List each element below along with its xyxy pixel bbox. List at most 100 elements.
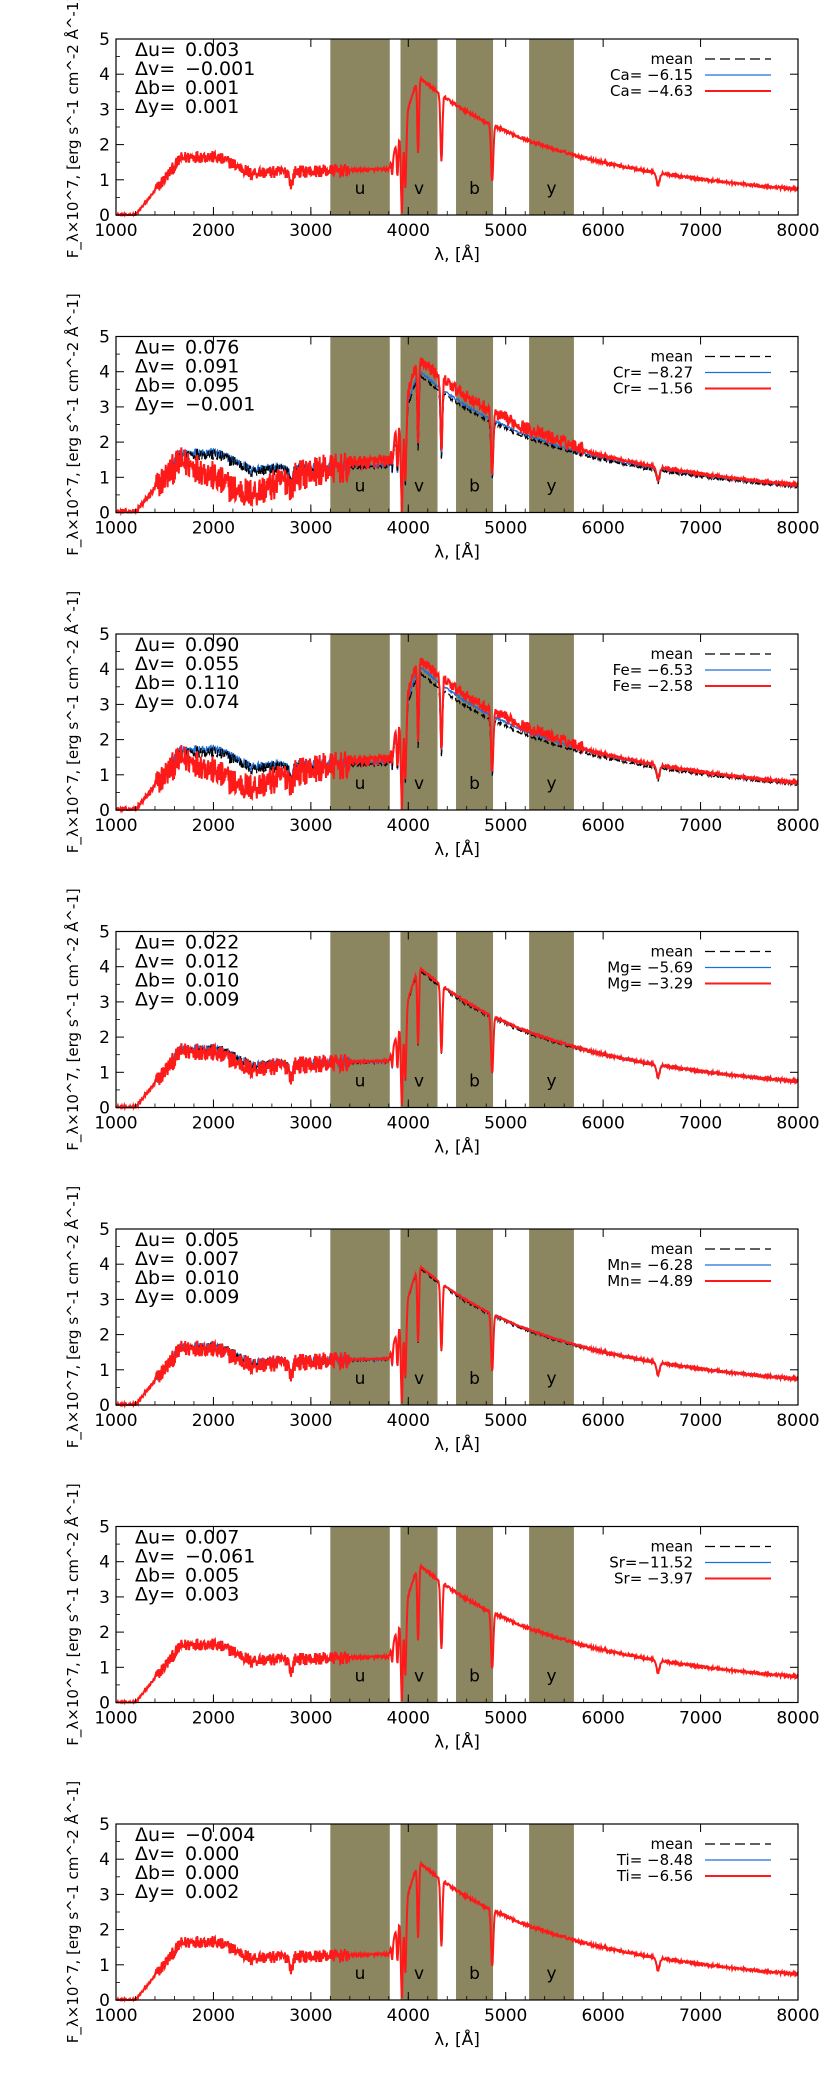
delta-value: 0.090 <box>185 634 239 656</box>
y-tick-label: 5 <box>99 1815 110 1835</box>
delta-label: Δb= <box>135 672 176 694</box>
x-tick-label: 3000 <box>289 221 332 241</box>
x-tick-label: 4000 <box>387 221 430 241</box>
y-tick-label: 4 <box>99 363 110 383</box>
band-b <box>456 1526 494 1703</box>
delta-label: Δb= <box>135 375 176 397</box>
band-label-u: u <box>355 1071 366 1091</box>
x-tick-label: 4000 <box>387 2006 430 2026</box>
y-tick-label: 2 <box>99 1326 110 1346</box>
x-axis-label: λ, [Å] <box>434 1731 480 1753</box>
x-tick-label: 2000 <box>192 1709 235 1729</box>
delta-value: 0.095 <box>185 375 239 397</box>
y-tick-label: 5 <box>99 923 110 943</box>
series-high-line <box>116 1860 799 2003</box>
series-mean-line <box>116 671 799 812</box>
y-tick-label: 1 <box>99 1658 110 1678</box>
band-label-u: u <box>355 179 366 199</box>
y-tick-label: 2 <box>99 136 110 156</box>
x-tick-label: 5000 <box>484 1411 527 1431</box>
legend-label: Fe= −2.58 <box>613 677 693 695</box>
x-tick-label: 8000 <box>776 2006 819 2026</box>
delta-label: Δu= <box>135 39 176 61</box>
x-tick-label: 2000 <box>192 1114 235 1134</box>
x-tick-label: 3000 <box>289 2006 332 2026</box>
y-tick-label: 4 <box>99 958 110 978</box>
delta-value: 0.007 <box>185 1527 239 1549</box>
y-axis-label: F_λ×10^7, [erg s^-1 cm^-2 Å^-1] <box>63 0 83 258</box>
delta-value: 0.009 <box>185 989 239 1011</box>
y-tick-label: 0 <box>99 801 110 821</box>
y-tick-label: 5 <box>99 625 110 645</box>
band-u <box>330 1824 390 2000</box>
band-label-y: y <box>546 1964 556 1984</box>
x-axis-label: λ, [Å] <box>434 2028 480 2050</box>
y-tick-label: 0 <box>99 206 110 226</box>
x-tick-label: 5000 <box>484 1114 527 1134</box>
x-tick-label: 1000 <box>94 1114 137 1134</box>
band-b <box>456 336 494 513</box>
band-label-y: y <box>546 1666 556 1686</box>
y-tick-label: 1 <box>99 171 110 191</box>
band-b <box>456 931 494 1108</box>
band-label-v: v <box>414 774 424 794</box>
x-axis-label: λ, [Å] <box>434 1433 480 1455</box>
band-label-v: v <box>414 476 424 496</box>
delta-label: Δy= <box>135 96 175 118</box>
y-axis-label: F_λ×10^7, [erg s^-1 cm^-2 Å^-1] <box>63 591 83 853</box>
delta-value: −0.001 <box>185 394 255 416</box>
delta-label: Δb= <box>135 1565 176 1587</box>
y-tick-label: 0 <box>99 1694 110 1714</box>
x-tick-label: 6000 <box>582 1709 625 1729</box>
panel-mg: u v b y 1000 2000 3000 4000 5000 6000 7000 8000 0 1 2 3… <box>63 888 820 1157</box>
x-tick-label: 1000 <box>94 816 137 836</box>
x-tick-label: 8000 <box>776 1709 819 1729</box>
delta-label: Δb= <box>135 1267 176 1289</box>
delta-label: Δv= <box>135 356 175 378</box>
x-tick-label: 7000 <box>679 2006 722 2026</box>
x-tick-label: 4000 <box>387 1114 430 1134</box>
band-y <box>529 1526 574 1703</box>
delta-value: 0.005 <box>185 1229 239 1251</box>
delta-label: Δu= <box>135 1229 176 1251</box>
y-tick-label: 0 <box>99 1396 110 1416</box>
y-tick-label: 0 <box>99 504 110 524</box>
legend-label: Sr= −3.97 <box>614 1570 693 1588</box>
legend-label: Cr= −1.56 <box>613 380 693 398</box>
x-tick-label: 8000 <box>776 1114 819 1134</box>
band-label-y: y <box>546 179 556 199</box>
y-tick-label: 1 <box>99 1063 110 1083</box>
delta-label: Δv= <box>135 1546 175 1568</box>
band-label-y: y <box>546 1071 556 1091</box>
delta-value: −0.001 <box>185 58 255 80</box>
band-u <box>330 336 390 513</box>
x-tick-label: 6000 <box>582 2006 625 2026</box>
band-b <box>456 1229 494 1405</box>
delta-value: 0.000 <box>185 1862 239 1884</box>
delta-label: Δv= <box>135 951 175 973</box>
x-tick-label: 5000 <box>484 2006 527 2026</box>
delta-value: −0.061 <box>185 1546 255 1568</box>
legend-label: mean <box>650 1240 693 1258</box>
y-tick-label: 2 <box>99 433 110 453</box>
band-u <box>330 39 390 215</box>
x-tick-label: 3000 <box>289 1411 332 1431</box>
panel-fe: u v b y 1000 2000 3000 4000 5000 6000 7000 8000 0 1 2 3… <box>63 591 820 860</box>
x-tick-label: 4000 <box>387 816 430 836</box>
delta-value: 0.000 <box>185 1843 239 1865</box>
panel-cr: u v b y 1000 2000 3000 4000 5000 6000 7000 8000 0 1 2 3… <box>63 293 820 562</box>
x-tick-label: 8000 <box>776 221 819 241</box>
delta-label: Δu= <box>135 634 176 656</box>
y-axis-label: F_λ×10^7, [erg s^-1 cm^-2 Å^-1] <box>63 293 83 555</box>
y-tick-label: 2 <box>99 1921 110 1941</box>
band-label-v: v <box>414 1964 424 1984</box>
delta-label: Δy= <box>135 1286 175 1308</box>
x-tick-label: 2000 <box>192 816 235 836</box>
band-y <box>529 634 574 810</box>
x-tick-label: 2000 <box>192 2006 235 2026</box>
delta-value: 0.022 <box>185 932 239 954</box>
delta-value: 0.091 <box>185 356 239 378</box>
band-u <box>330 634 390 810</box>
band-label-b: b <box>469 476 480 496</box>
band-label-b: b <box>469 1369 480 1389</box>
